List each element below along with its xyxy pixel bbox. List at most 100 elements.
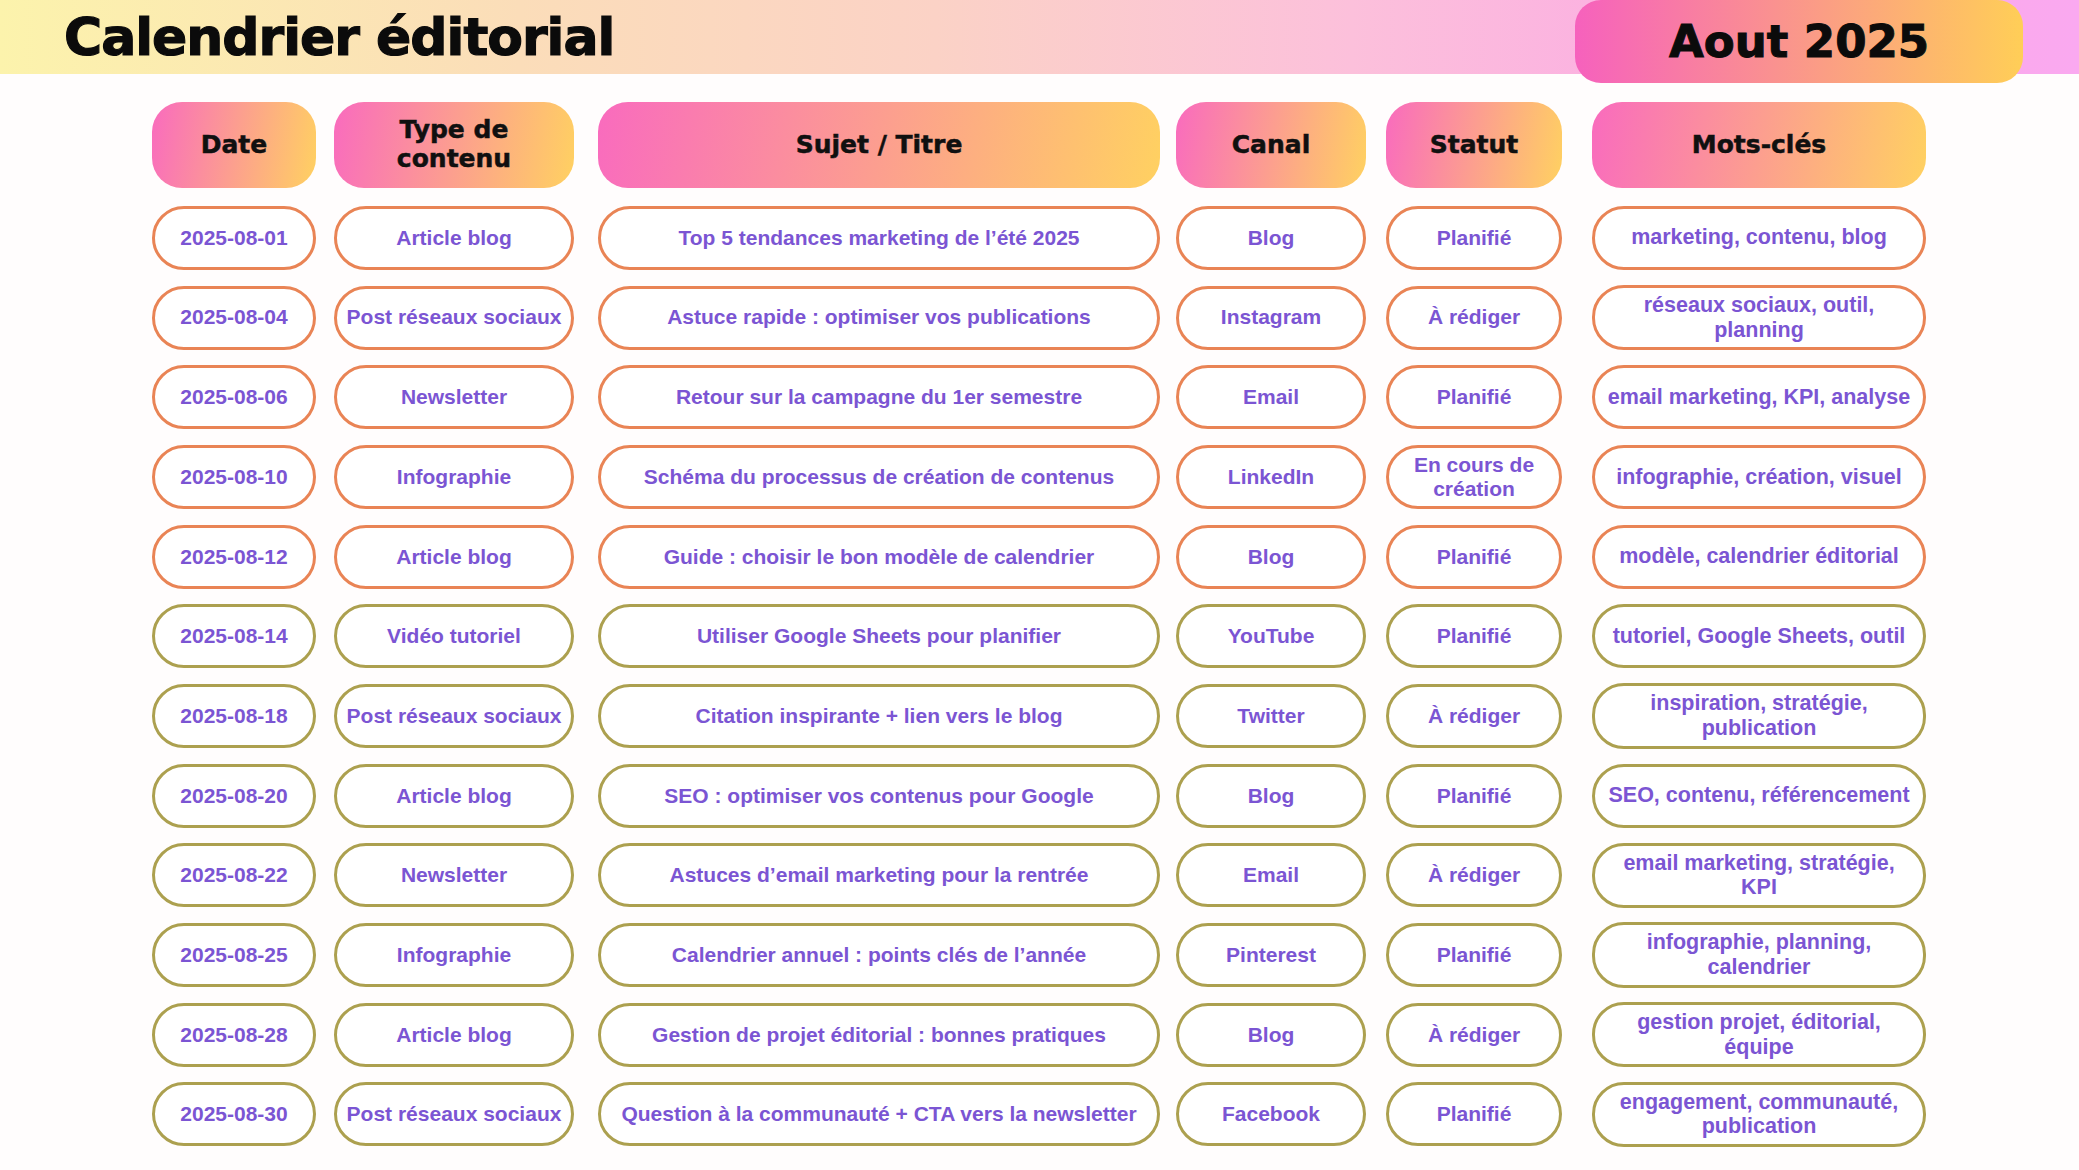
table-row: 2025-08-25 Infographie Calendrier annuel :… bbox=[152, 915, 1926, 995]
cell-statut: Planifié bbox=[1386, 365, 1562, 429]
table-header-row: Date Type de contenu Sujet / Titre Canal Sta… bbox=[152, 102, 1926, 188]
cell-mots: tutoriel, Google Sheets, outil bbox=[1592, 604, 1926, 668]
column-header-sujet: Sujet / Titre bbox=[598, 102, 1160, 188]
cell-statut: À rédiger bbox=[1386, 1003, 1562, 1067]
cell-statut: À rédiger bbox=[1386, 286, 1562, 350]
cell-statut: À rédiger bbox=[1386, 843, 1562, 907]
cell-sujet: Guide : choisir le bon modèle de calendr… bbox=[598, 525, 1160, 589]
column-header-label: Canal bbox=[1232, 131, 1310, 160]
cell-canal: Blog bbox=[1176, 525, 1366, 589]
cell-date: 2025-08-04 bbox=[152, 286, 316, 350]
cell-date: 2025-08-28 bbox=[152, 1003, 316, 1067]
column-header-statut: Statut bbox=[1386, 102, 1562, 188]
column-header-canal: Canal bbox=[1176, 102, 1366, 188]
cell-mots: réseaux sociaux, outil, planning bbox=[1592, 285, 1926, 350]
table-row: 2025-08-20 Article blog SEO : optimiser vo… bbox=[152, 756, 1926, 836]
cell-sujet: Astuce rapide : optimiser vos publicatio… bbox=[598, 286, 1160, 350]
cell-type: Newsletter bbox=[334, 365, 574, 429]
cell-sujet: Top 5 tendances marketing de l’été 2025 bbox=[598, 206, 1160, 270]
cell-canal: Twitter bbox=[1176, 684, 1366, 748]
column-header-type: Type de contenu bbox=[334, 102, 574, 188]
cell-mots: marketing, contenu, blog bbox=[1592, 206, 1926, 270]
table-row: 2025-08-18 Post réseaux sociaux Citation i… bbox=[152, 676, 1926, 756]
table-row: 2025-08-14 Vidéo tutoriel Utiliser Google … bbox=[152, 596, 1926, 676]
cell-sujet: Utiliser Google Sheets pour planifier bbox=[598, 604, 1160, 668]
cell-sujet: Astuces d’email marketing pour la rentré… bbox=[598, 843, 1160, 907]
column-header-date: Date bbox=[152, 102, 316, 188]
column-header-label: Sujet / Titre bbox=[796, 131, 963, 160]
column-header-mots: Mots-clés bbox=[1592, 102, 1926, 188]
table-body: 2025-08-01 Article blog Top 5 tendances ma… bbox=[152, 198, 1926, 1154]
cell-mots: SEO, contenu, référencement bbox=[1592, 764, 1926, 828]
cell-date: 2025-08-20 bbox=[152, 764, 316, 828]
cell-sujet: Calendrier annuel : points clés de l’ann… bbox=[598, 923, 1160, 987]
cell-mots: email marketing, KPI, analyse bbox=[1592, 365, 1926, 429]
cell-type: Article blog bbox=[334, 525, 574, 589]
table-row: 2025-08-30 Post réseaux sociaux Question à… bbox=[152, 1075, 1926, 1155]
cell-canal: Email bbox=[1176, 843, 1366, 907]
cell-statut: Planifié bbox=[1386, 1082, 1562, 1146]
cell-date: 2025-08-22 bbox=[152, 843, 316, 907]
cell-canal: YouTube bbox=[1176, 604, 1366, 668]
cell-mots: infographie, planning, calendrier bbox=[1592, 922, 1926, 987]
table-row: 2025-08-04 Post réseaux sociaux Astuce rap… bbox=[152, 278, 1926, 358]
cell-type: Vidéo tutoriel bbox=[334, 604, 574, 668]
cell-mots: email marketing, stratégie, KPI bbox=[1592, 843, 1926, 908]
month-badge: Aout 2025 bbox=[1575, 0, 2023, 83]
cell-mots: modèle, calendrier éditorial bbox=[1592, 525, 1926, 589]
cell-sujet: Retour sur la campagne du 1er semestre bbox=[598, 365, 1160, 429]
cell-statut: Planifié bbox=[1386, 923, 1562, 987]
cell-statut: Planifié bbox=[1386, 525, 1562, 589]
cell-statut: Planifié bbox=[1386, 206, 1562, 270]
cell-date: 2025-08-12 bbox=[152, 525, 316, 589]
column-header-label: Date bbox=[201, 131, 268, 160]
cell-date: 2025-08-01 bbox=[152, 206, 316, 270]
table-row: 2025-08-10 Infographie Schéma du processus… bbox=[152, 437, 1926, 517]
cell-statut: À rédiger bbox=[1386, 684, 1562, 748]
cell-type: Infographie bbox=[334, 923, 574, 987]
cell-date: 2025-08-10 bbox=[152, 445, 316, 509]
cell-type: Article blog bbox=[334, 206, 574, 270]
cell-canal: Instagram bbox=[1176, 286, 1366, 350]
table-row: 2025-08-12 Article blog Guide : choisir le… bbox=[152, 517, 1926, 597]
cell-canal: Facebook bbox=[1176, 1082, 1366, 1146]
table-row: 2025-08-01 Article blog Top 5 tendances ma… bbox=[152, 198, 1926, 278]
page-title: Calendrier éditorial bbox=[64, 0, 614, 74]
cell-sujet: Gestion de projet éditorial : bonnes pra… bbox=[598, 1003, 1160, 1067]
cell-canal: Pinterest bbox=[1176, 923, 1366, 987]
cell-mots: infographie, création, visuel bbox=[1592, 445, 1926, 509]
cell-statut: Planifié bbox=[1386, 764, 1562, 828]
column-header-label: Mots-clés bbox=[1692, 131, 1827, 160]
cell-canal: LinkedIn bbox=[1176, 445, 1366, 509]
cell-sujet: Question à la communauté + CTA vers la n… bbox=[598, 1082, 1160, 1146]
cell-type: Article blog bbox=[334, 764, 574, 828]
cell-statut: En cours de création bbox=[1386, 445, 1562, 509]
cell-type: Post réseaux sociaux bbox=[334, 1082, 574, 1146]
column-header-label: Statut bbox=[1430, 131, 1519, 160]
cell-date: 2025-08-18 bbox=[152, 684, 316, 748]
cell-date: 2025-08-30 bbox=[152, 1082, 316, 1146]
cell-canal: Blog bbox=[1176, 764, 1366, 828]
cell-date: 2025-08-25 bbox=[152, 923, 316, 987]
cell-sujet: Citation inspirante + lien vers le blog bbox=[598, 684, 1160, 748]
cell-date: 2025-08-06 bbox=[152, 365, 316, 429]
cell-statut: Planifié bbox=[1386, 604, 1562, 668]
cell-canal: Email bbox=[1176, 365, 1366, 429]
cell-mots: gestion projet, éditorial, équipe bbox=[1592, 1002, 1926, 1067]
column-header-label: Type de contenu bbox=[379, 116, 529, 174]
cell-sujet: Schéma du processus de création de conte… bbox=[598, 445, 1160, 509]
cell-type: Post réseaux sociaux bbox=[334, 286, 574, 350]
table-row: 2025-08-22 Newsletter Astuces d’email mark… bbox=[152, 836, 1926, 916]
cell-type: Newsletter bbox=[334, 843, 574, 907]
cell-mots: inspiration, stratégie, publication bbox=[1592, 683, 1926, 748]
cell-type: Post réseaux sociaux bbox=[334, 684, 574, 748]
cell-type: Infographie bbox=[334, 445, 574, 509]
cell-sujet: SEO : optimiser vos contenus pour Google bbox=[598, 764, 1160, 828]
cell-date: 2025-08-14 bbox=[152, 604, 316, 668]
cell-canal: Blog bbox=[1176, 1003, 1366, 1067]
cell-mots: engagement, communauté, publication bbox=[1592, 1082, 1926, 1147]
cell-type: Article blog bbox=[334, 1003, 574, 1067]
table-row: 2025-08-28 Article blog Gestion de projet … bbox=[152, 995, 1926, 1075]
cell-canal: Blog bbox=[1176, 206, 1366, 270]
table-row: 2025-08-06 Newsletter Retour sur la campag… bbox=[152, 357, 1926, 437]
